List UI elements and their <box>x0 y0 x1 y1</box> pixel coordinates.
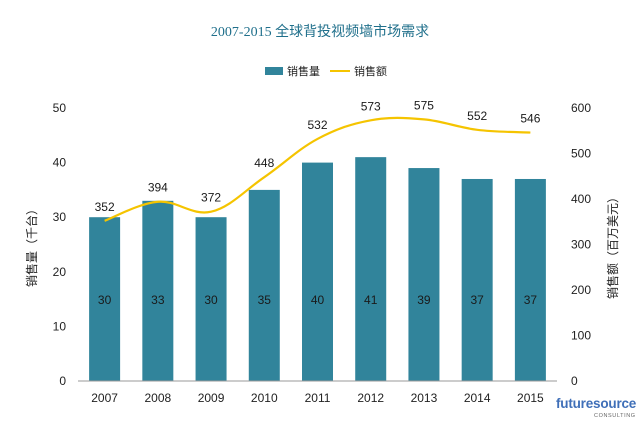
bar-value-label: 33 <box>151 293 165 307</box>
line-value-label: 552 <box>467 109 487 123</box>
bar-value-label: 40 <box>311 293 325 307</box>
left-axis-tick-label: 50 <box>53 101 67 115</box>
x-axis-tick-label: 2014 <box>464 391 491 405</box>
bar-2013 <box>408 168 440 381</box>
line-value-label: 532 <box>307 118 327 132</box>
logo-wordmark: futuresource <box>556 396 637 411</box>
futuresource-logo: futuresource CONSULTING <box>556 396 637 426</box>
left-axis-tick-label: 20 <box>53 265 67 279</box>
x-axis-tick-label: 2009 <box>198 391 225 405</box>
line-value-label: 448 <box>254 156 274 170</box>
x-axis-tick-label: 2010 <box>251 391 278 405</box>
bar-2011 <box>302 162 333 381</box>
left-axis-tick-label: 0 <box>59 374 66 388</box>
x-axis-tick-label: 2007 <box>91 391 118 405</box>
left-axis-tick-label: 10 <box>53 319 67 333</box>
right-axis-title: 销售额（百万美元） <box>605 191 620 299</box>
right-axis-tick-label: 200 <box>571 283 591 297</box>
x-axis-tick-label: 2013 <box>411 391 438 405</box>
bar-2015 <box>514 178 546 381</box>
right-axis-tick-label: 100 <box>571 329 591 343</box>
right-axis-tick-label: 500 <box>571 147 591 161</box>
legend: 销售量 销售额 <box>265 64 387 78</box>
bar-value-label: 37 <box>470 293 484 307</box>
line-value-label: 372 <box>201 191 221 205</box>
right-axis-tick-label: 400 <box>571 192 591 206</box>
legend-label-sales-revenue: 销售额 <box>354 64 387 78</box>
bar-2012 <box>355 157 387 381</box>
left-axis-tick-label: 30 <box>53 210 67 224</box>
x-axis-tick-label: 2015 <box>517 391 544 405</box>
line-value-label: 573 <box>361 99 381 113</box>
bar-value-label: 37 <box>524 293 538 307</box>
bar-value-label: 30 <box>98 293 112 307</box>
bar-2008 <box>142 200 174 381</box>
bar-value-label: 41 <box>364 293 378 307</box>
logo-subtitle: CONSULTING <box>594 413 636 419</box>
left-axis-title: 销售量（千台） <box>24 203 39 287</box>
bar-value-label: 35 <box>258 293 272 307</box>
line-value-label: 394 <box>148 181 168 195</box>
right-axis: 0 100 200 300 400 500 600 销售额（百万美元） <box>571 101 620 388</box>
left-axis-tick-label: 40 <box>53 156 67 170</box>
legend-swatch-sales-volume <box>265 67 283 75</box>
line-series: 352 394 372 448 532 573 575 552 546 <box>95 98 541 222</box>
left-axis: 0 10 20 30 40 50 销售量（千台） <box>24 101 66 388</box>
bar-2009 <box>195 217 227 381</box>
legend-label-sales-volume: 销售量 <box>287 64 320 78</box>
right-axis-tick-label: 0 <box>571 374 578 388</box>
right-axis-tick-label: 600 <box>571 101 591 115</box>
x-axis-tick-label: 2008 <box>144 391 171 405</box>
bar-2014 <box>461 178 493 381</box>
line-value-label: 575 <box>414 98 434 112</box>
revenue-line <box>104 116 531 222</box>
bar-series: 30 33 30 35 40 41 39 37 37 <box>89 157 546 381</box>
bar-value-label: 39 <box>417 293 431 307</box>
bar-2010 <box>248 189 280 381</box>
x-axis: 2007 2008 2009 2010 2011 2012 2013 2014 2015 <box>78 380 557 405</box>
bar-2007 <box>89 217 121 381</box>
right-axis-tick-label: 300 <box>571 238 591 252</box>
line-value-label: 352 <box>95 200 115 214</box>
bar-value-label: 30 <box>204 293 218 307</box>
x-axis-tick-label: 2012 <box>357 391 384 405</box>
x-axis-tick-label: 2011 <box>305 391 331 405</box>
chart-title: 2007-2015 全球背投视频墙市场需求 <box>210 25 430 40</box>
line-value-label: 546 <box>520 112 540 126</box>
